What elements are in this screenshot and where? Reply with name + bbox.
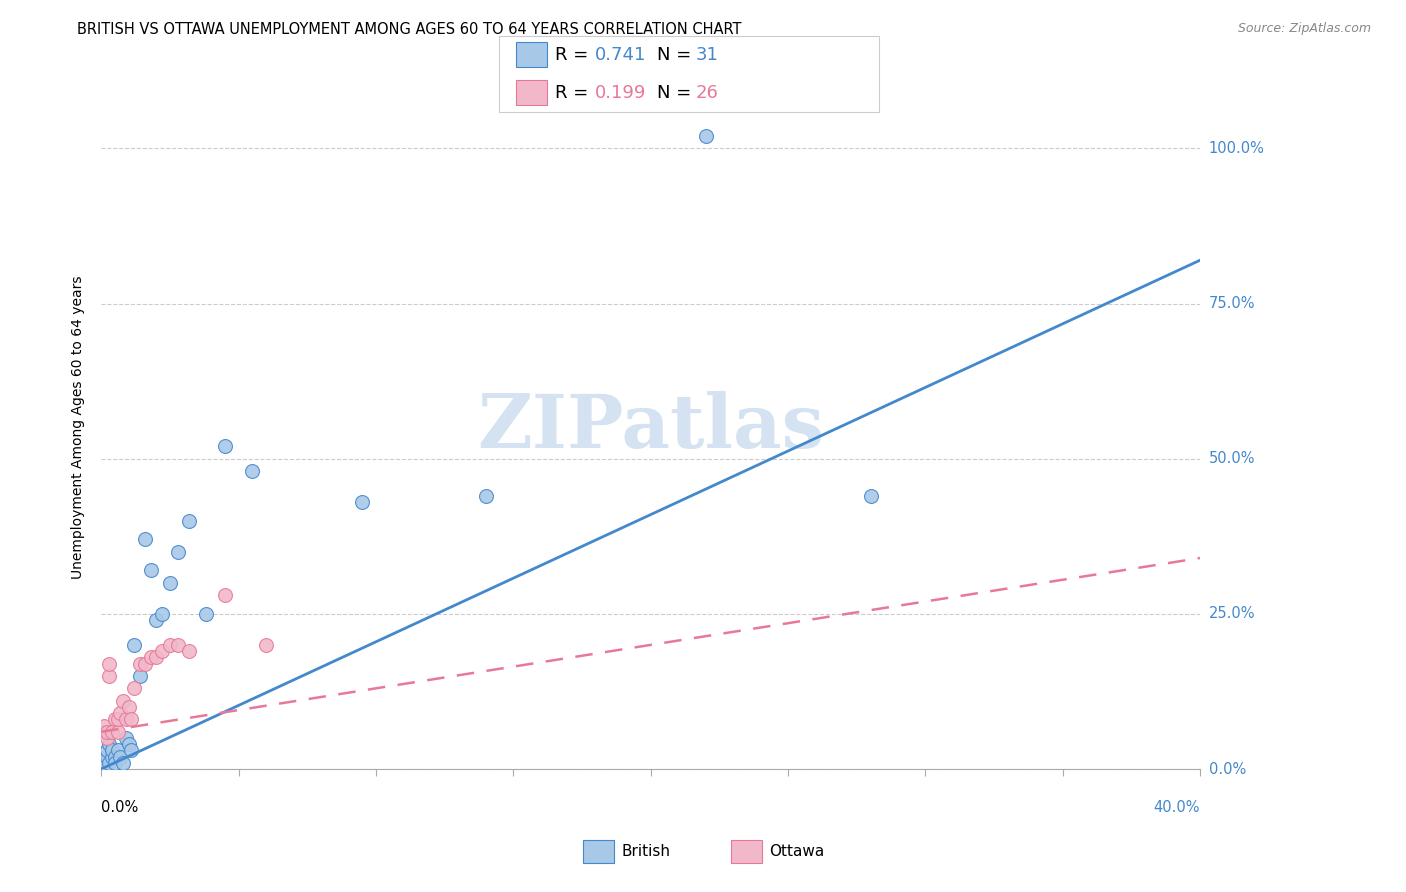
Text: N =: N = [657,45,696,63]
Point [96,724,118,739]
Point [214,588,236,602]
Point [159,575,181,590]
Point [101,749,124,764]
Point [93,718,115,732]
Point [98,669,121,683]
Point [93,724,115,739]
Point [145,613,167,627]
Text: British: British [621,845,671,859]
Text: Ottawa: Ottawa [769,845,824,859]
Point [112,756,135,770]
Text: 75.0%: 75.0% [1209,296,1256,311]
Point [93,756,115,770]
Point [120,743,142,757]
Point [120,712,142,726]
Point [139,650,162,665]
Point [128,657,150,671]
Text: R =: R = [555,45,595,63]
Text: 40.0%: 40.0% [1154,799,1201,814]
Text: 0.0%: 0.0% [101,799,138,814]
Point [214,439,236,453]
Point [107,743,129,757]
Y-axis label: Unemployment Among Ages 60 to 64 years: Unemployment Among Ages 60 to 64 years [72,276,86,580]
Point [150,644,173,658]
Text: 25.0%: 25.0% [1209,607,1256,622]
Point [475,489,498,503]
Point [98,657,121,671]
Point [695,128,717,143]
Point [115,731,138,745]
Point [110,749,132,764]
Point [179,644,201,658]
Text: 100.0%: 100.0% [1209,141,1264,156]
Point [96,749,118,764]
Point [96,743,118,757]
Text: 0.0%: 0.0% [1209,762,1246,777]
Text: 0.199: 0.199 [595,84,647,102]
Point [104,712,127,726]
Point [104,749,127,764]
Point [194,607,217,621]
Point [254,638,277,652]
Text: BRITISH VS OTTAWA UNEMPLOYMENT AMONG AGES 60 TO 64 YEARS CORRELATION CHART: BRITISH VS OTTAWA UNEMPLOYMENT AMONG AGE… [77,22,742,37]
Point [240,464,263,478]
Point [96,731,118,745]
Point [118,700,141,714]
Point [352,495,374,509]
Point [128,669,150,683]
Point [145,650,167,665]
Point [134,533,156,547]
Point [150,607,173,621]
Point [134,657,156,671]
Point [139,563,162,577]
Point [98,756,121,770]
Text: ZIPatlas: ZIPatlas [477,392,824,464]
Text: 0.741: 0.741 [595,45,647,63]
Point [859,489,882,503]
Text: 26: 26 [696,84,718,102]
Point [104,756,127,770]
Text: 50.0%: 50.0% [1209,451,1256,467]
Text: R =: R = [555,84,595,102]
Point [115,712,138,726]
Point [159,638,181,652]
Point [112,694,135,708]
Point [110,706,132,720]
Text: N =: N = [657,84,696,102]
Point [107,712,129,726]
Point [167,545,190,559]
Point [101,743,124,757]
Point [167,638,190,652]
Point [179,514,201,528]
Text: 31: 31 [696,45,718,63]
Point [122,638,145,652]
Point [107,724,129,739]
Text: Source: ZipAtlas.com: Source: ZipAtlas.com [1237,22,1371,36]
Point [98,737,121,751]
Point [122,681,145,696]
Point [118,737,141,751]
Point [101,724,124,739]
